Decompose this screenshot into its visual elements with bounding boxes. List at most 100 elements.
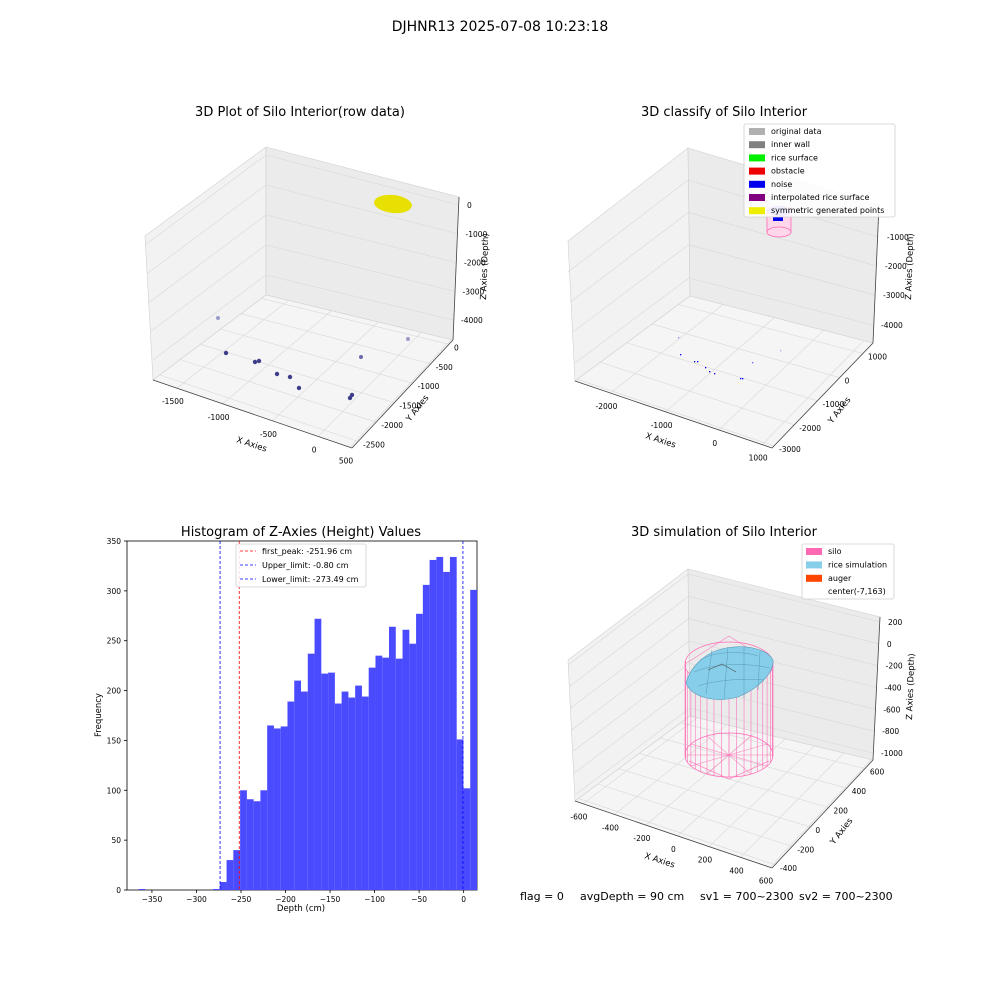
panel2-legend-label: obstacle <box>771 167 805 176</box>
panel4-y-tick: -400 <box>780 864 797 873</box>
histogram-x-tick: −100 <box>364 895 385 904</box>
histogram-legend-label: first_peak: -251.96 cm <box>262 547 352 556</box>
panel2-x-tick: 0 <box>712 439 717 448</box>
histogram-legend-label: Lower_limit: -273.49 cm <box>262 575 359 584</box>
panel1-y-tick: -1000 <box>418 382 440 391</box>
panel2-z-tick: -2000 <box>885 262 907 271</box>
histogram-bar <box>368 667 376 890</box>
panel4-legend-swatch <box>806 574 822 582</box>
histogram-bar <box>429 559 437 890</box>
histogram-bar <box>409 643 417 890</box>
histogram-bar <box>321 673 329 890</box>
panel1-points <box>216 316 410 401</box>
panel4-x-tick: 600 <box>759 876 774 885</box>
panel1-surface-cluster <box>374 194 412 214</box>
panel1-y-tick: -2500 <box>363 441 385 450</box>
panel2-y-tick: 0 <box>845 377 850 386</box>
histogram-bar <box>436 556 444 890</box>
histogram-bar <box>361 696 369 890</box>
panel4-x-tick: 400 <box>729 866 744 875</box>
panel2-noise-points <box>678 337 782 380</box>
histogram-bar <box>463 788 471 890</box>
histogram-bar <box>355 685 362 890</box>
histogram-bar <box>273 728 281 890</box>
panel2-point <box>680 354 682 356</box>
histogram-bar <box>267 725 274 890</box>
histogram-bar <box>382 657 390 890</box>
histogram-ylabel: Frequency <box>94 693 104 737</box>
panel4-zlabel: Z Axies (Depth) <box>905 653 917 720</box>
panel2-z-tick: -1000 <box>887 233 909 242</box>
panel-simulation-3d: 3D simulation of Silo Interior -600 -400 -… <box>567 525 917 885</box>
panel1-x-tick: -1000 <box>208 413 230 422</box>
panel2-legend-label: rice surface <box>771 153 818 162</box>
panel2-point <box>752 362 754 364</box>
panel-histogram: Histogram of Z-Axies (Height) Values −35… <box>94 525 478 914</box>
panel2-point <box>740 378 742 380</box>
panel2-legend-label: interpolated rice surface <box>771 193 869 202</box>
panel4-z-tick: -600 <box>883 705 900 714</box>
panel1-title: 3D Plot of Silo Interior(row data) <box>195 105 405 120</box>
panel1-z-tick: 0 <box>467 201 472 210</box>
panel2-zlabel: Z Axies (Depth) <box>904 233 916 300</box>
panel4-legend-label: rice simulation <box>828 560 887 569</box>
panel4-z-tick: -1000 <box>881 749 903 758</box>
panel1-point <box>359 355 363 359</box>
panel2-z-tick: -3000 <box>883 291 905 300</box>
panel1-point <box>406 337 410 341</box>
panel2-point <box>780 350 782 352</box>
histogram-bar <box>240 790 247 890</box>
panel4-title: 3D simulation of Silo Interior <box>631 525 818 540</box>
panel1-point <box>349 392 355 398</box>
histogram-bar <box>260 790 268 890</box>
histogram-bar <box>314 618 322 890</box>
panel2-point <box>714 373 716 375</box>
panel1-x-tick: -500 <box>260 430 277 439</box>
footer-status: flag = 0 avgDepth = 90 cm sv1 = 700~2300… <box>520 890 893 903</box>
histogram-y-tick: 50 <box>111 836 121 845</box>
panel1-point <box>252 359 258 365</box>
panel4-legend-swatch <box>806 561 822 569</box>
panel2-z-tick: -4000 <box>881 321 903 330</box>
panel-classify-3d: 3D classify of Silo Interior -2000 -1000 0… <box>567 105 916 463</box>
panel4-z-tick: 200 <box>888 618 903 627</box>
histogram-bar <box>375 655 383 890</box>
panel1-x-tick: -1500 <box>162 397 184 406</box>
histogram-y-tick: 350 <box>107 537 122 546</box>
panel2-point <box>709 371 711 373</box>
panel4-z-tick: 0 <box>887 640 892 649</box>
histogram-bar <box>422 584 430 890</box>
histogram-bar <box>348 697 356 890</box>
histogram-x-tick: −150 <box>320 895 341 904</box>
rice-simulation-surface <box>685 646 774 701</box>
panel1-y-tick: -2000 <box>381 421 403 430</box>
histogram-bar <box>219 882 227 890</box>
panel4-legend-label: center(-7,163) <box>828 587 886 596</box>
panel2-point <box>678 337 680 339</box>
panel4-xlabel: X Axies <box>643 851 676 870</box>
panel2-xlabel: X Axies <box>644 431 677 450</box>
panel1-x-tick: 0 <box>312 445 317 454</box>
histogram-x-tick: −300 <box>186 895 207 904</box>
histogram-bar <box>226 860 234 890</box>
panel1-point <box>287 374 293 380</box>
panel-raw-data-3d: 3D Plot of Silo Interior(row data) -1500… <box>144 105 491 465</box>
panel1-x-tick: 500 <box>339 456 354 465</box>
panel1-point <box>256 358 262 364</box>
histogram-xlabel: Depth (cm) <box>277 904 325 914</box>
panel2-y-tick: -2000 <box>799 424 821 433</box>
panel2-y-tick: -3000 <box>779 445 801 454</box>
panel4-y-tick: 200 <box>834 807 849 816</box>
panel2-legend-swatch <box>749 141 765 149</box>
histogram-y-tick: 0 <box>116 886 121 895</box>
histogram-bar <box>213 889 220 890</box>
panel4-legend: silo rice simulation auger center(-7,163) <box>801 543 895 600</box>
histogram-bar <box>253 801 261 890</box>
panel2-legend-swatch <box>749 128 765 135</box>
panel4-x-tick: -400 <box>602 823 619 832</box>
panel2-x-tick: -2000 <box>596 402 618 411</box>
panel2-y-tick: 1000 <box>868 353 887 362</box>
panel1-y-tick: -500 <box>436 363 453 372</box>
panel4-z-tick: -800 <box>882 727 899 736</box>
panel4-legend-swatch <box>806 548 822 555</box>
